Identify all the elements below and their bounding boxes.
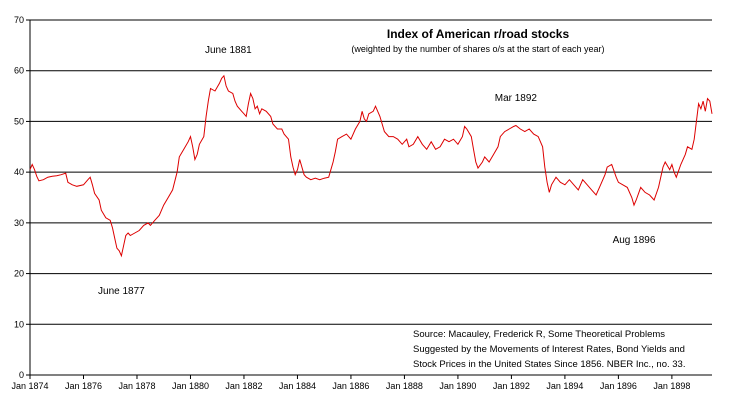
x-tick-label: Jan 1888 — [386, 381, 423, 391]
source-line: Suggested by the Movements of Interest R… — [413, 344, 685, 355]
x-tick-label: Jan 1890 — [439, 381, 476, 391]
annotation-label: June 1877 — [98, 286, 145, 297]
annotation-label: Mar 1892 — [495, 93, 538, 104]
y-tick-label: 70 — [14, 15, 24, 25]
chart-subtitle: (weighted by the number of shares o/s at… — [351, 44, 604, 54]
y-tick-label: 40 — [14, 167, 24, 177]
y-axis-ticks: 0 10 20 30 40 50 60 70 — [14, 15, 30, 380]
y-tick-label: 0 — [19, 370, 24, 380]
annotation-label: June 1881 — [205, 45, 252, 56]
series-line — [29, 74, 713, 258]
y-tick-label: 50 — [14, 116, 24, 126]
chart-title: Index of American r/road stocks — [387, 27, 570, 41]
source-line: Source: Macauley, Frederick R, Some Theo… — [413, 329, 665, 340]
x-axis-ticks: Jan 1874 Jan 1876 Jan 1878 Jan 1880 Jan 1882… — [11, 375, 690, 391]
gridlines — [30, 19, 712, 325]
y-tick-label: 30 — [14, 218, 24, 228]
y-tick-label: 10 — [14, 319, 24, 329]
y-tick-label: 60 — [14, 66, 24, 76]
x-tick-label: Jan 1878 — [118, 381, 155, 391]
axes — [29, 20, 712, 376]
x-tick-label: Jan 1874 — [11, 381, 48, 391]
x-tick-label: Jan 1882 — [225, 381, 262, 391]
annotation-label: Aug 1896 — [613, 235, 656, 246]
y-tick-label: 20 — [14, 269, 24, 279]
x-tick-label: Jan 1880 — [172, 381, 209, 391]
x-tick-label: Jan 1898 — [653, 381, 690, 391]
x-tick-label: Jan 1894 — [546, 381, 583, 391]
plot-area — [30, 20, 712, 375]
x-tick-label: Jan 1876 — [65, 381, 102, 391]
x-tick-label: Jan 1896 — [600, 381, 637, 391]
x-tick-label: Jan 1886 — [332, 381, 369, 391]
x-tick-label: Jan 1892 — [493, 381, 530, 391]
source-line: Stock Prices in the United States Since … — [413, 359, 685, 370]
x-tick-label: Jan 1884 — [279, 381, 316, 391]
annotations: June 1881 June 1877 Mar 1892 Aug 1896 — [98, 45, 656, 297]
